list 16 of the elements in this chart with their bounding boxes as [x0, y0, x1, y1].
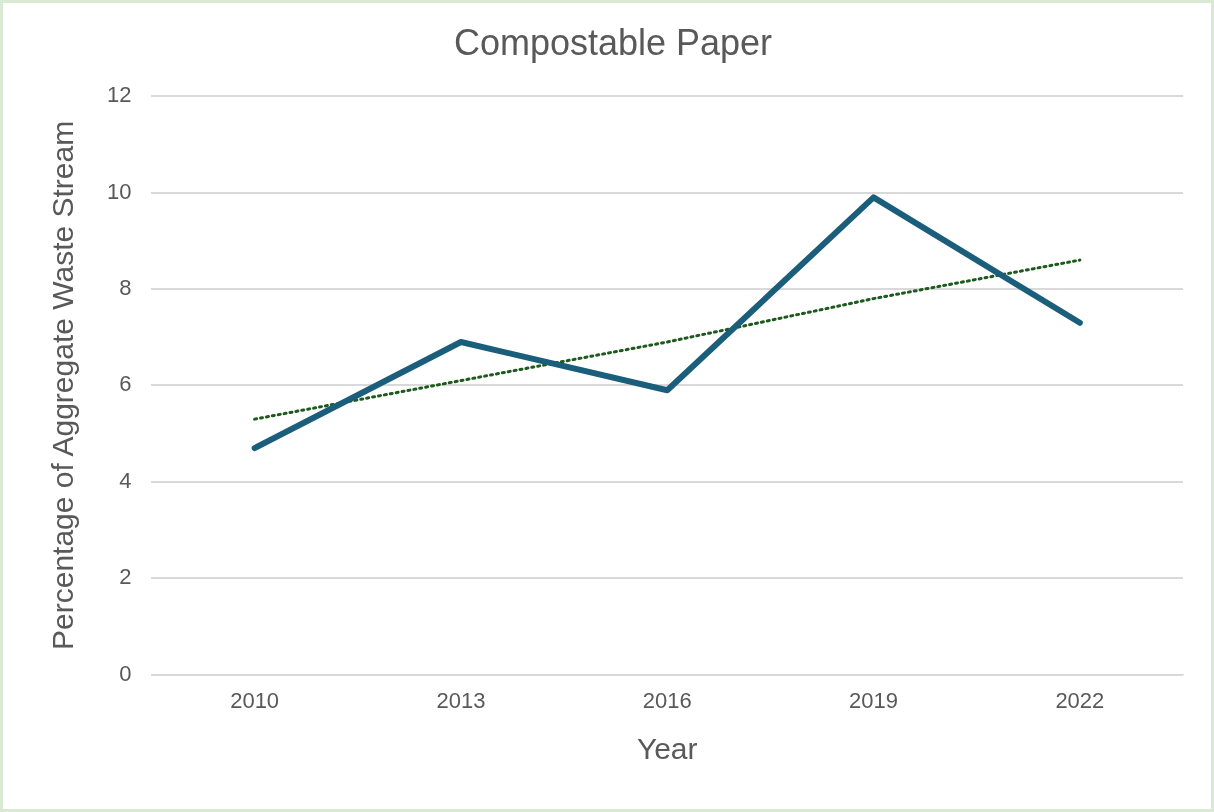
y-tick-label: 12 — [106, 82, 132, 108]
y-axis-title: Percentage of Aggregate Waste Stream — [46, 120, 80, 650]
x-tick-label: 2010 — [230, 687, 280, 713]
x-tick-label: 2019 — [849, 687, 899, 713]
chart-title: Compostable Paper — [453, 21, 773, 63]
y-tick-label: 2 — [119, 564, 132, 590]
x-tick-label: 2022 — [1055, 687, 1105, 713]
line-series — [253, 258, 1082, 421]
y-tick-label: 4 — [119, 467, 132, 493]
y-tick-label: 0 — [119, 660, 132, 686]
x-tick-label: 2013 — [436, 687, 486, 713]
x-axis-title: Year — [636, 732, 698, 766]
y-tick-label: 6 — [119, 371, 132, 397]
y-tick-label: 10 — [106, 178, 132, 204]
x-tick-label: 2016 — [642, 687, 692, 713]
y-tick-label: 8 — [119, 275, 132, 301]
